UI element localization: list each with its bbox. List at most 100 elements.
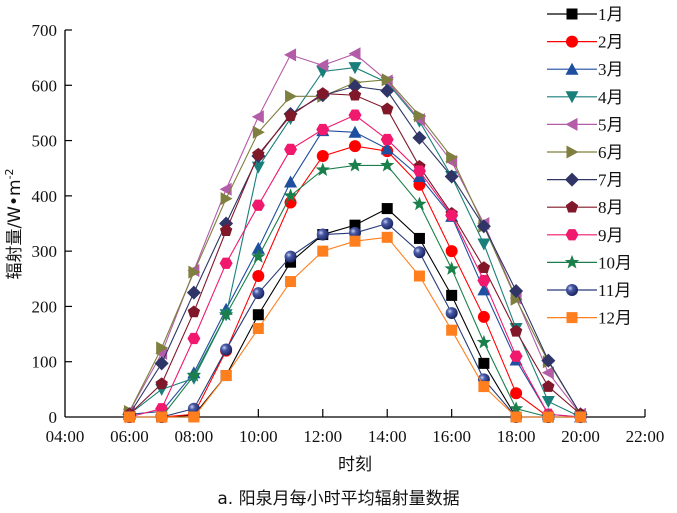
data-point — [284, 109, 297, 121]
y-axis-title: 辐射量/W•m-2 — [3, 168, 25, 279]
data-point — [477, 274, 491, 287]
data-point — [508, 401, 524, 415]
y-tick-label: 700 — [32, 21, 58, 40]
legend-marker-icon — [565, 91, 579, 104]
legend-marker-icon — [566, 284, 578, 296]
data-point — [413, 109, 426, 123]
data-point — [381, 73, 394, 87]
data-point — [348, 79, 362, 94]
data-point — [188, 265, 201, 279]
data-point — [251, 161, 265, 174]
legend-item: 12月 — [547, 309, 632, 328]
data-point — [413, 246, 426, 259]
data-point — [476, 334, 492, 349]
data-point — [251, 110, 264, 124]
legend-label: 5月 — [598, 115, 624, 134]
data-point — [187, 332, 201, 345]
data-point — [446, 289, 458, 301]
data-point — [348, 62, 362, 75]
data-point — [284, 143, 298, 156]
data-point — [349, 235, 361, 247]
data-point — [220, 192, 233, 206]
data-point — [445, 245, 458, 258]
data-point — [123, 411, 135, 423]
x-tick-label: 18:00 — [497, 427, 536, 446]
data-point — [187, 305, 201, 318]
data-point — [348, 47, 361, 61]
legend-label: 3月 — [598, 60, 624, 79]
legend-item: 8月 — [547, 198, 624, 217]
legend-item: 9月 — [547, 226, 624, 245]
data-point — [413, 232, 425, 244]
legend-item: 3月 — [547, 60, 624, 79]
data-point — [252, 270, 265, 283]
data-point — [381, 217, 394, 230]
data-point — [252, 323, 264, 335]
data-point — [317, 245, 329, 257]
legend-marker-icon — [565, 62, 579, 75]
legend-label: 10月 — [598, 253, 632, 272]
data-point — [316, 58, 329, 72]
data-point — [284, 48, 297, 62]
data-point — [252, 125, 265, 139]
data-point — [349, 140, 361, 153]
legend-item: 2月 — [547, 33, 624, 52]
data-point — [380, 83, 395, 98]
x-axis-title: 时刻 — [338, 455, 372, 475]
x-tick-label: 12:00 — [303, 427, 342, 446]
data-point — [541, 396, 555, 409]
data-point — [381, 203, 393, 215]
data-point — [220, 343, 233, 356]
data-point — [476, 219, 491, 234]
legend-item: 1月 — [547, 5, 624, 24]
legend-marker-icon — [566, 8, 578, 20]
data-point — [444, 169, 459, 184]
data-point — [380, 133, 394, 146]
legend-item: 6月 — [547, 143, 624, 162]
data-point — [251, 249, 266, 263]
data-point — [316, 150, 329, 163]
legend-label: 9月 — [598, 226, 624, 245]
line-chart: 0 100 200 300 400 500 600 700 04:00 06:00 08:00 10:… — [3, 5, 664, 475]
legend-label: 11月 — [598, 281, 631, 300]
data-point — [510, 387, 523, 400]
data-point — [477, 310, 490, 323]
data-point — [380, 142, 394, 155]
series-12 — [123, 231, 587, 423]
data-point — [478, 357, 490, 369]
data-point — [445, 307, 458, 320]
legend-label: 2月 — [598, 33, 624, 52]
data-point — [446, 324, 458, 336]
data-point — [477, 283, 491, 296]
data-point — [349, 219, 361, 231]
data-point — [381, 231, 393, 243]
y-tick-label: 100 — [32, 353, 58, 372]
y-tick-label: 400 — [32, 187, 58, 206]
data-point — [316, 87, 329, 99]
data-point — [412, 165, 426, 177]
data-point — [252, 309, 264, 321]
data-point — [412, 130, 427, 145]
legend-marker-icon — [565, 229, 579, 241]
data-point — [477, 261, 491, 273]
data-point — [380, 157, 395, 172]
legend-label: 12月 — [598, 309, 632, 328]
data-point — [156, 341, 169, 355]
data-point — [186, 285, 201, 300]
data-point — [412, 196, 427, 211]
x-tick-label: 20:00 — [561, 427, 600, 446]
data-point — [316, 228, 329, 241]
legend-marker-icon — [565, 200, 579, 213]
data-point — [542, 411, 554, 423]
legend-label: 8月 — [598, 198, 624, 217]
x-tick-label: 04:00 — [46, 427, 85, 446]
legend-item: 7月 — [547, 171, 624, 190]
legend-marker-icon — [564, 254, 580, 269]
legend-item: 5月 — [547, 115, 624, 134]
data-point — [575, 411, 587, 423]
data-point — [347, 157, 363, 172]
data-point — [510, 292, 523, 306]
data-point — [509, 283, 524, 298]
data-point — [316, 123, 330, 136]
data-point — [381, 102, 394, 115]
